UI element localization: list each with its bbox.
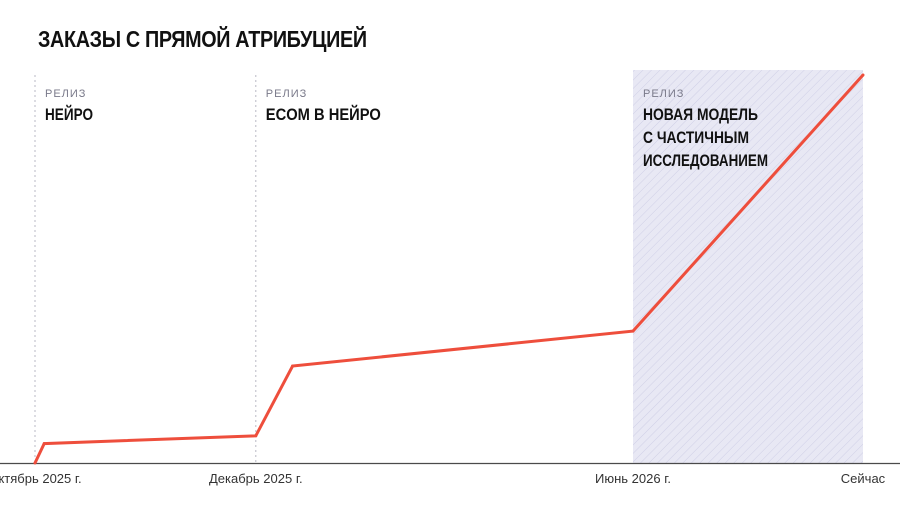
highlight-hatch: [633, 70, 863, 463]
release-kicker: РЕЛИЗ: [45, 88, 86, 100]
chart-title: ЗАКАЗЫ С ПРЯМОЙ АТРИБУЦИЕЙ: [38, 26, 367, 52]
series-line: [33, 73, 865, 464]
x-tick-label: Июнь 2026 г.: [595, 471, 671, 486]
release-name: С ЧАСТИЧНЫМ: [643, 128, 749, 147]
x-tick-label: Декабрь 2025 г.: [209, 471, 303, 486]
data-point: [631, 329, 635, 333]
data-point: [42, 442, 46, 446]
data-point: [861, 73, 865, 77]
release-name: НОВАЯ МОДЕЛЬ: [643, 105, 758, 124]
release-kicker: РЕЛИЗ: [266, 88, 307, 100]
release-kicker: РЕЛИЗ: [643, 88, 684, 100]
data-point: [254, 434, 258, 438]
x-tick-label: Октябрь 2025 г.: [0, 471, 82, 486]
release-name: ИССЛЕДОВАНИЕМ: [643, 151, 768, 170]
x-tick-label: Сейчас: [841, 471, 886, 486]
data-point: [33, 461, 37, 465]
release-name: НЕЙРО: [45, 105, 93, 124]
release-name: ECOM В НЕЙРО: [266, 105, 381, 124]
data-point: [291, 364, 295, 368]
